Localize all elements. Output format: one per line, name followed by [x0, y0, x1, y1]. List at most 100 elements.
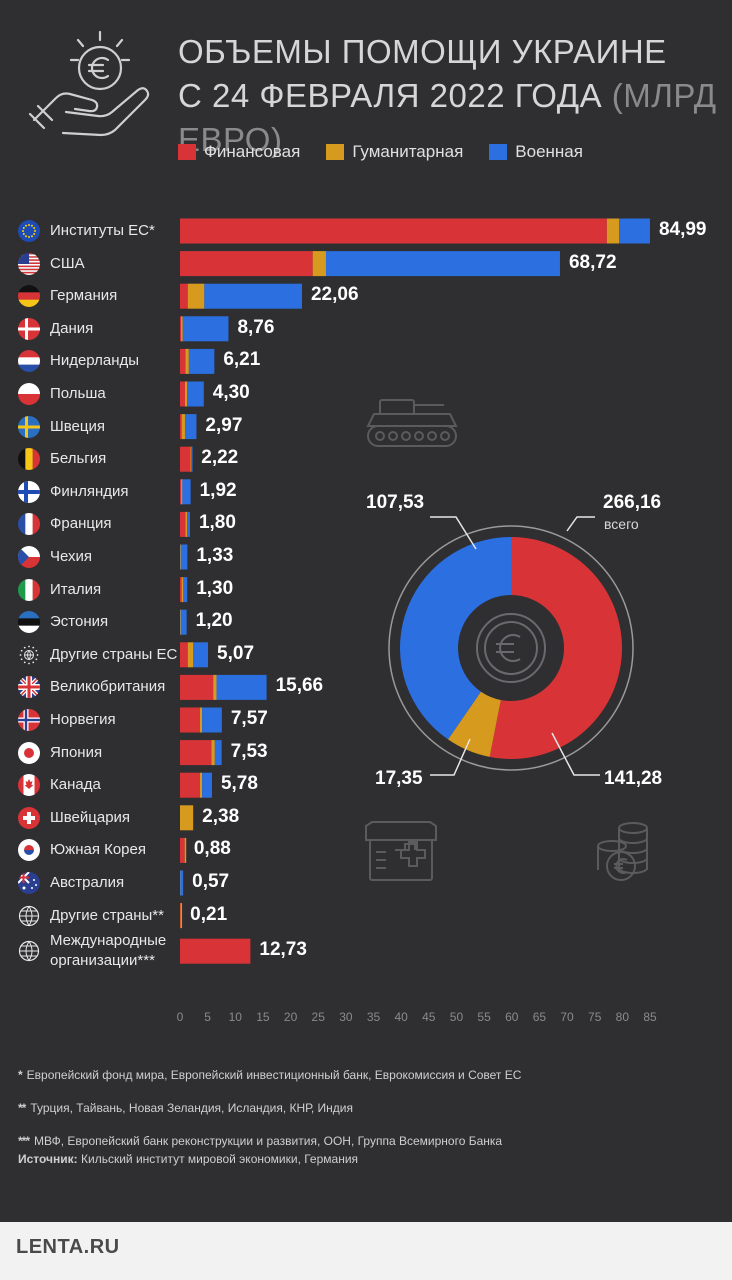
- bar-segment-military: [188, 348, 215, 374]
- globe-icon: [18, 904, 40, 927]
- bar-value-label: 7,53: [230, 740, 268, 762]
- bar-segment-humanitarian: [181, 577, 184, 603]
- bar-segment-military: [214, 740, 222, 766]
- legend-label-military: Военная: [515, 142, 583, 161]
- lenta-logo[interactable]: LENTA.RU: [16, 1236, 120, 1258]
- bar-value-label: 0,88: [193, 838, 231, 860]
- de-flag: [18, 285, 40, 308]
- bar-segment-financial: [180, 251, 313, 277]
- title-line-2: С 24 ФЕВРАЛЯ 2022 ГОДА (МЛРД ЕВРО): [178, 74, 732, 162]
- bar-segment-humanitarian: [184, 381, 188, 407]
- title-line-1: ОБЪЕМЫ ПОМОЩИ УКРАИНЕ: [178, 33, 667, 70]
- bar-segment-military: [182, 316, 229, 342]
- bar-segment-military: [204, 283, 302, 309]
- x-tick-label: 30: [339, 1010, 353, 1024]
- bar-segment-humanitarian: [185, 511, 188, 537]
- bar-segment-financial: [180, 283, 188, 309]
- source: Источник: Кильский институт мировой экон…: [18, 1152, 358, 1166]
- row-label: Эстония: [50, 613, 109, 631]
- bar-segment-humanitarian: [181, 316, 183, 342]
- bar-segment-humanitarian: [184, 837, 187, 863]
- bar-segment-military: [325, 251, 560, 277]
- bar-segment-financial: [180, 414, 182, 440]
- bar-value-label: 2,38: [202, 805, 240, 827]
- row-label: Германия: [50, 287, 118, 305]
- bar-segment-military: [180, 609, 187, 635]
- bar-segment-military: [191, 446, 193, 472]
- bar-segment-humanitarian: [181, 414, 185, 440]
- x-tick-label: 5: [204, 1010, 211, 1024]
- ch-flag: [18, 806, 40, 829]
- gb-flag: [18, 676, 40, 699]
- footnote-3-mark: ***: [18, 1134, 30, 1148]
- bar-segment-military: [187, 381, 204, 407]
- bar-value-label: 2,97: [205, 414, 243, 436]
- row-label: Бельгия: [50, 450, 107, 468]
- row-label: Франция: [50, 515, 112, 533]
- bar-segment-military: [193, 642, 209, 668]
- footnotes: * Европейский фонд мира, Европейский инве…: [18, 1068, 521, 1167]
- se-flag: [18, 415, 40, 438]
- bar-value-label: 1,80: [198, 512, 236, 534]
- dk-flag: [18, 317, 40, 340]
- row-label: Австралия: [50, 874, 125, 891]
- donut-label-total-sub: всего: [604, 516, 639, 532]
- x-tick-label: 80: [615, 1010, 630, 1024]
- row-label: Норвегия: [50, 711, 116, 728]
- donut-chart: [365, 399, 648, 881]
- x-tick-label: 75: [588, 1010, 602, 1024]
- donut-hole: [458, 595, 564, 701]
- bar-segment-humanitarian: [312, 251, 326, 277]
- bar-value-label: 12,73: [259, 939, 307, 961]
- footer: LENTA.RU: [0, 1222, 732, 1280]
- source-label: Источник:: [18, 1152, 78, 1166]
- donut-label-military: 107,53: [366, 492, 425, 513]
- donut-outer-ring: [388, 525, 634, 771]
- x-tick-label: 0: [176, 1010, 184, 1024]
- footnote-3: *** МВФ, Европейский банк реконструкции и…: [18, 1134, 521, 1167]
- tank-icon: [366, 399, 458, 447]
- bar-segment-humanitarian: [606, 218, 620, 244]
- bar-segment-humanitarian: [211, 740, 215, 766]
- row-label: Нидерланды: [50, 352, 140, 370]
- donut-label-total: 266,16: [603, 492, 662, 513]
- bar-segment-financial: [180, 511, 186, 537]
- bar-value-label: 1,33: [196, 545, 234, 566]
- legend-swatch-humanitarian: [326, 144, 345, 160]
- row-label: Чехия: [50, 548, 93, 565]
- donut-label-humanitarian: 17,35: [375, 768, 423, 789]
- bar-value-label: 1,20: [195, 610, 233, 632]
- bar-segment-financial: [180, 642, 188, 668]
- bar-segment-financial: [180, 674, 214, 700]
- row-label: Польша: [50, 385, 106, 402]
- x-tick-label: 55: [477, 1010, 491, 1024]
- eu-flag: [18, 220, 40, 242]
- x-tick-label: 35: [366, 1010, 381, 1024]
- x-tick-label: 60: [505, 1010, 519, 1024]
- bar-value-label: 5,07: [217, 642, 255, 664]
- bar-value-label: 84,99: [658, 219, 707, 240]
- bar-value-label: 22,06: [310, 284, 359, 306]
- globe-icon: [18, 940, 40, 963]
- bar-segment-humanitarian: [180, 805, 194, 831]
- eu-other-flag: [18, 643, 40, 666]
- bar-segment-financial: [180, 479, 182, 505]
- coins-icon: [597, 822, 648, 881]
- chart-title: ОБЪЕМЫ ПОМОЩИ УКРАИНЕ С 24 ФЕВРАЛЯ 2022 …: [178, 30, 732, 162]
- x-tick-label: 40: [394, 1010, 408, 1024]
- bar-value-label: 1,30: [196, 577, 234, 599]
- footnote-2-mark: **: [18, 1101, 26, 1115]
- footnote-2: ** Турция, Тайвань, Новая Зеландия, Ислан…: [18, 1101, 521, 1134]
- bar-segment-military: [187, 511, 190, 537]
- fi-flag: [18, 480, 40, 503]
- bar-value-label: 1,92: [199, 479, 237, 501]
- bar-segment-financial: [180, 772, 200, 798]
- x-tick-label: 25: [311, 1010, 325, 1024]
- title-unit: (МЛРД ЕВРО): [178, 77, 717, 158]
- cz-flag: [18, 546, 40, 568]
- bar-segment-humanitarian: [181, 479, 183, 505]
- bar-segment-military: [216, 674, 267, 700]
- bar-segment-humanitarian: [180, 903, 183, 929]
- footnote-2-text: Турция, Тайвань, Новая Зеландия, Исланди…: [30, 1101, 354, 1115]
- legend-label-financial: Финансовая: [204, 142, 301, 161]
